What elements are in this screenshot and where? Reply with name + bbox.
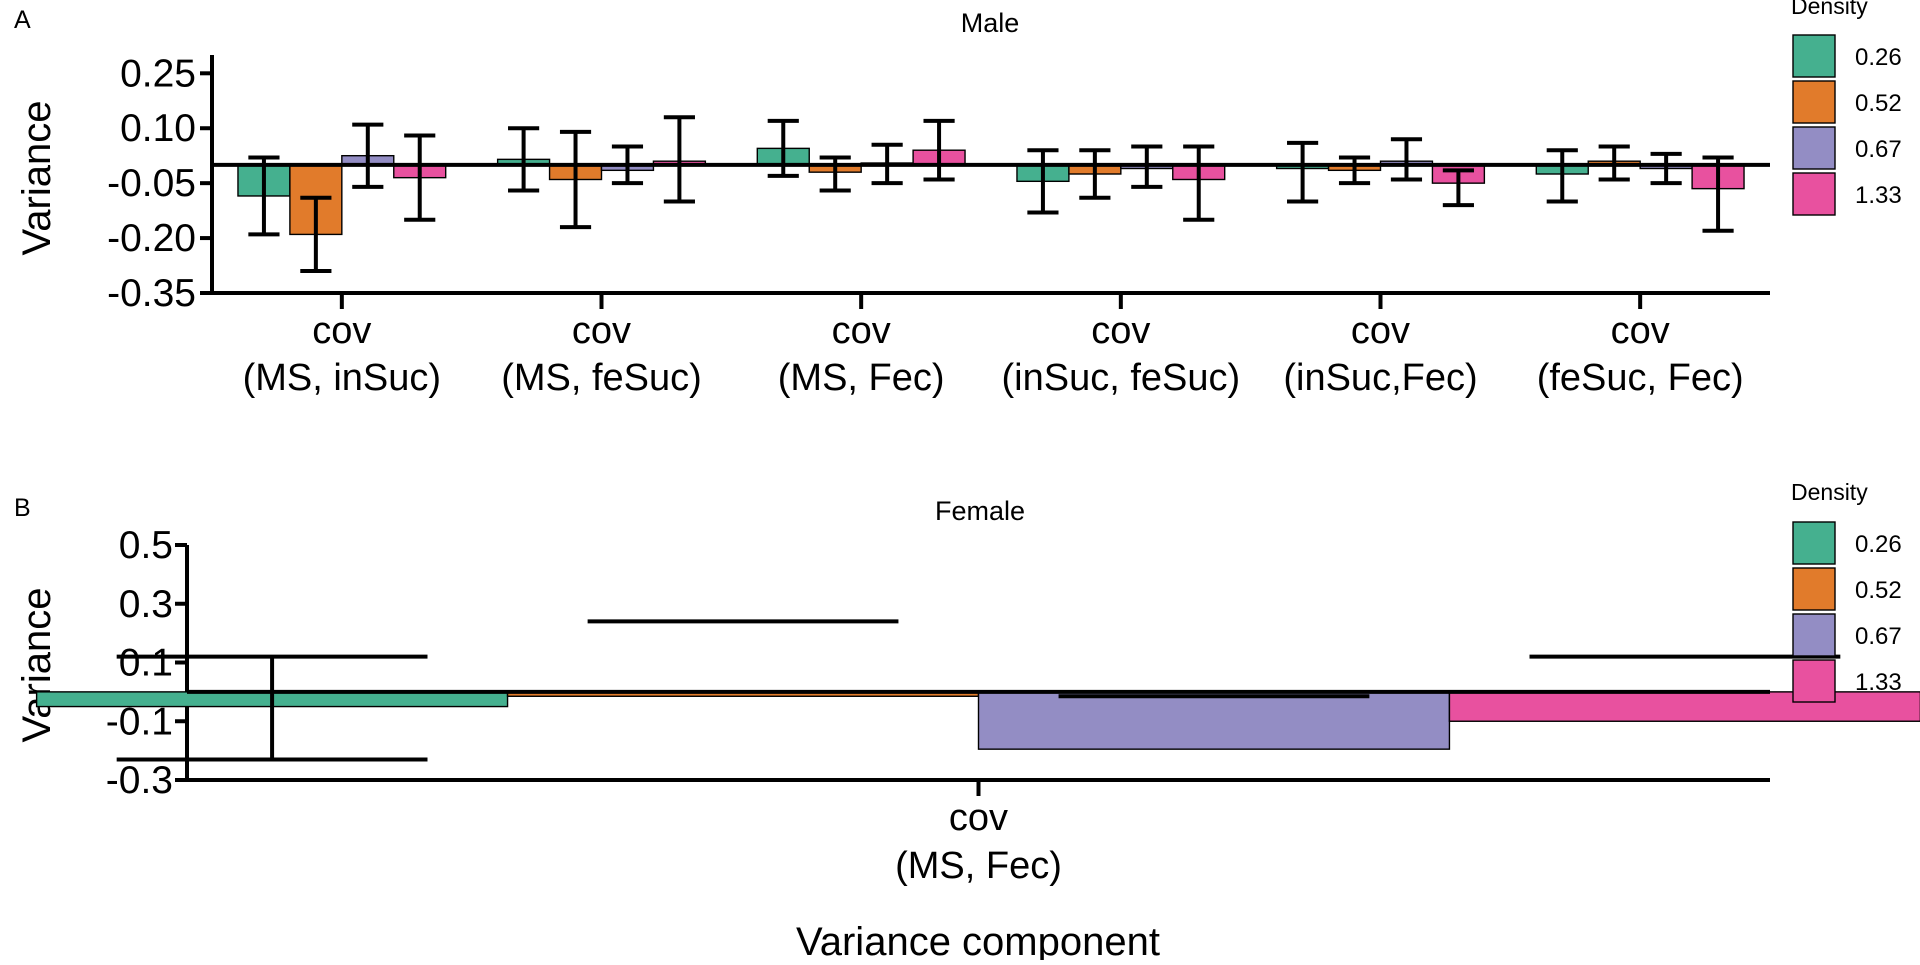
x-tick-label: (inSuc,Fec) [1283,357,1477,399]
y-tick-label: -0.35 [107,272,196,315]
legend-swatch [1792,567,1836,611]
legend-swatch [1792,80,1836,124]
bar [977,691,1451,750]
x-tick-label: (MS, feSuc) [501,357,702,399]
y-tick-label: -0.3 [106,759,173,802]
legend-title-female: Density [1791,479,1868,505]
x-tick-label: cov [1611,310,1670,352]
plot-area-female: 0.5 0.3 0.1 -0.1 -0.3 cov (MS, Fec) 0.26 0.52 0.6… [35,521,1920,887]
panel-letter-a: A [14,6,31,34]
legend-swatch [1792,521,1836,565]
panel-male: A Male Variance Density 0.25 0.10 -0.05 -0.… [14,0,1902,399]
panel-title-female: Female [935,496,1025,526]
legend-label: 0.52 [1855,577,1902,604]
legend-swatch [1792,126,1836,170]
y-tick-label: -0.05 [107,162,196,205]
y-axis-label-female: Variance [15,588,59,743]
x-tick-label: cov [572,310,631,352]
legend-label: 0.67 [1855,623,1902,650]
x-tick-label: cov [1351,310,1410,352]
y-tick-label: -0.20 [107,217,196,260]
x-axis-label: Variance component [796,920,1160,960]
y-tick-label: 0.5 [119,524,173,567]
x-tick-label: cov [1091,310,1150,352]
plot-area-male: 0.25 0.10 -0.05 -0.20 -0.35 cov (MS, inSuc) cov… [107,34,1902,399]
x-tick-label: (MS, Fec) [895,845,1062,887]
legend-title-male: Density [1791,0,1868,19]
x-tick-label: (MS, inSuc) [243,357,441,399]
y-axis-label-male: Variance [15,101,59,256]
y-tick-label: 0.10 [120,107,196,150]
x-tick-label: (inSuc, feSuc) [1002,357,1241,399]
panel-letter-b: B [14,494,31,522]
x-tick-label: (MS, Fec) [778,357,945,399]
bar [1448,691,1920,722]
legend-label: 0.26 [1855,531,1902,558]
y-tick-label: 0.25 [120,52,196,95]
legend-swatch [1792,34,1836,78]
y-tick-label: 0.3 [119,583,173,626]
legend-label: 1.33 [1855,669,1902,696]
legend-swatch [1792,659,1836,703]
legend-label: 0.26 [1855,44,1902,71]
y-tick-label: -0.1 [106,700,173,743]
x-tick-label: cov [312,310,371,352]
legend-label: 0.67 [1855,136,1902,163]
legend-swatch [1792,613,1836,657]
y-tick-label: 0.1 [119,642,173,685]
legend-label: 1.33 [1855,182,1902,209]
panel-title-male: Male [961,8,1020,38]
legend-label: 0.52 [1855,90,1902,117]
x-tick-label: cov [949,797,1008,839]
panel-female: B Female Variance Density Variance compo… [14,479,1920,964]
legend-swatch [1792,172,1836,216]
x-tick-label: cov [832,310,891,352]
x-tick-label: (feSuc, Fec) [1537,357,1744,399]
